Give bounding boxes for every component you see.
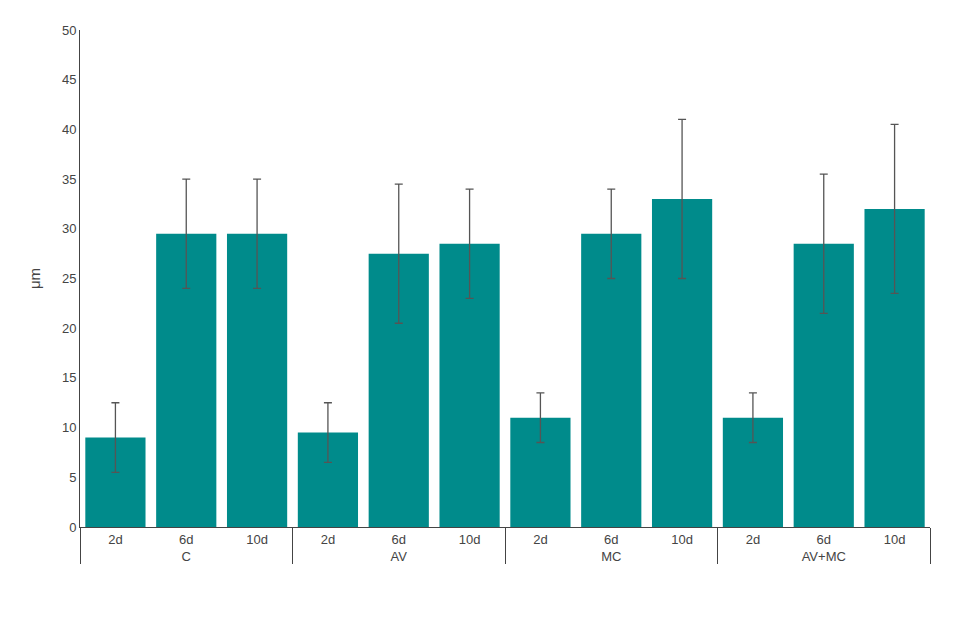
svg-text:5: 5	[69, 470, 76, 485]
svg-text:AV: AV	[391, 549, 408, 564]
svg-text:2d: 2d	[746, 532, 760, 547]
svg-text:10d: 10d	[671, 532, 693, 547]
svg-text:AV+MC: AV+MC	[802, 549, 846, 564]
svg-text:40: 40	[62, 122, 76, 137]
svg-text:50: 50	[62, 23, 76, 38]
svg-text:30: 30	[62, 221, 76, 236]
svg-text:10d: 10d	[884, 532, 906, 547]
svg-text:6d: 6d	[392, 532, 406, 547]
svg-text:2d: 2d	[533, 532, 547, 547]
svg-text:2d: 2d	[108, 532, 122, 547]
svg-text:10d: 10d	[459, 532, 481, 547]
svg-text:6d: 6d	[817, 532, 831, 547]
svg-text:20: 20	[62, 321, 76, 336]
svg-text:6d: 6d	[604, 532, 618, 547]
svg-text:μm: μm	[26, 268, 43, 289]
svg-text:10: 10	[62, 420, 76, 435]
svg-text:15: 15	[62, 370, 76, 385]
svg-text:2d: 2d	[321, 532, 335, 547]
svg-text:0: 0	[69, 520, 76, 535]
svg-text:6d: 6d	[179, 532, 193, 547]
svg-text:45: 45	[62, 72, 76, 87]
svg-text:35: 35	[62, 172, 76, 187]
svg-text:MC: MC	[601, 549, 621, 564]
svg-text:10d: 10d	[246, 532, 268, 547]
svg-text:25: 25	[62, 271, 76, 286]
svg-text:C: C	[182, 549, 191, 564]
